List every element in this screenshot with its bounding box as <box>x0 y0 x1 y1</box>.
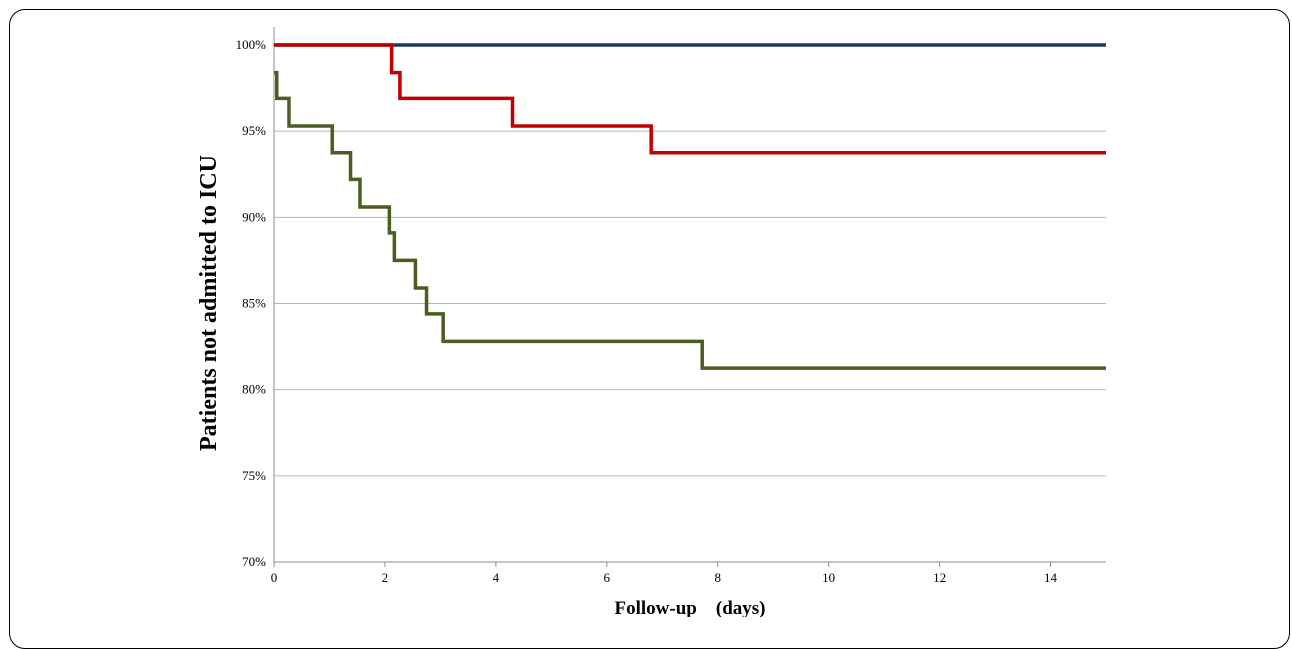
y-tick-label: 75% <box>242 468 266 483</box>
series-lines <box>274 43 1106 370</box>
x-tick-label: 10 <box>822 570 835 585</box>
series-line-3 <box>274 70 1106 370</box>
y-tick-label: 85% <box>242 296 266 311</box>
y-tick-label: 90% <box>242 209 266 224</box>
x-tick-labels: 0 2 4 6 8 10 12 14 <box>271 570 1058 585</box>
y-tick-labels: 70% 75% 80% 85% 90% 95% 100% <box>236 37 267 569</box>
figure-frame <box>9 9 1290 649</box>
x-tick-label: 4 <box>493 570 500 585</box>
x-tick-label: 6 <box>604 570 611 585</box>
x-tick-label: 14 <box>1044 570 1058 585</box>
x-tick-label: 8 <box>714 570 721 585</box>
y-axis-title: Patients not admitted to ICU <box>196 155 222 451</box>
x-tick-label: 2 <box>382 570 389 585</box>
x-axis-title: Follow-up (days) <box>615 598 766 617</box>
x-tick-label: 12 <box>933 570 946 585</box>
y-tick-label: 95% <box>242 123 266 138</box>
y-tick-label: 70% <box>242 554 266 569</box>
survival-chart: 70% 75% 80% 85% 90% 95% 100% 0 2 4 6 8 10 12 14 Follo… <box>196 27 1106 617</box>
series-line-2 <box>274 43 1106 155</box>
y-tick-label: 80% <box>242 382 266 397</box>
axes <box>273 27 1106 567</box>
x-tick-label: 0 <box>271 570 278 585</box>
y-tick-label: 100% <box>236 37 267 52</box>
